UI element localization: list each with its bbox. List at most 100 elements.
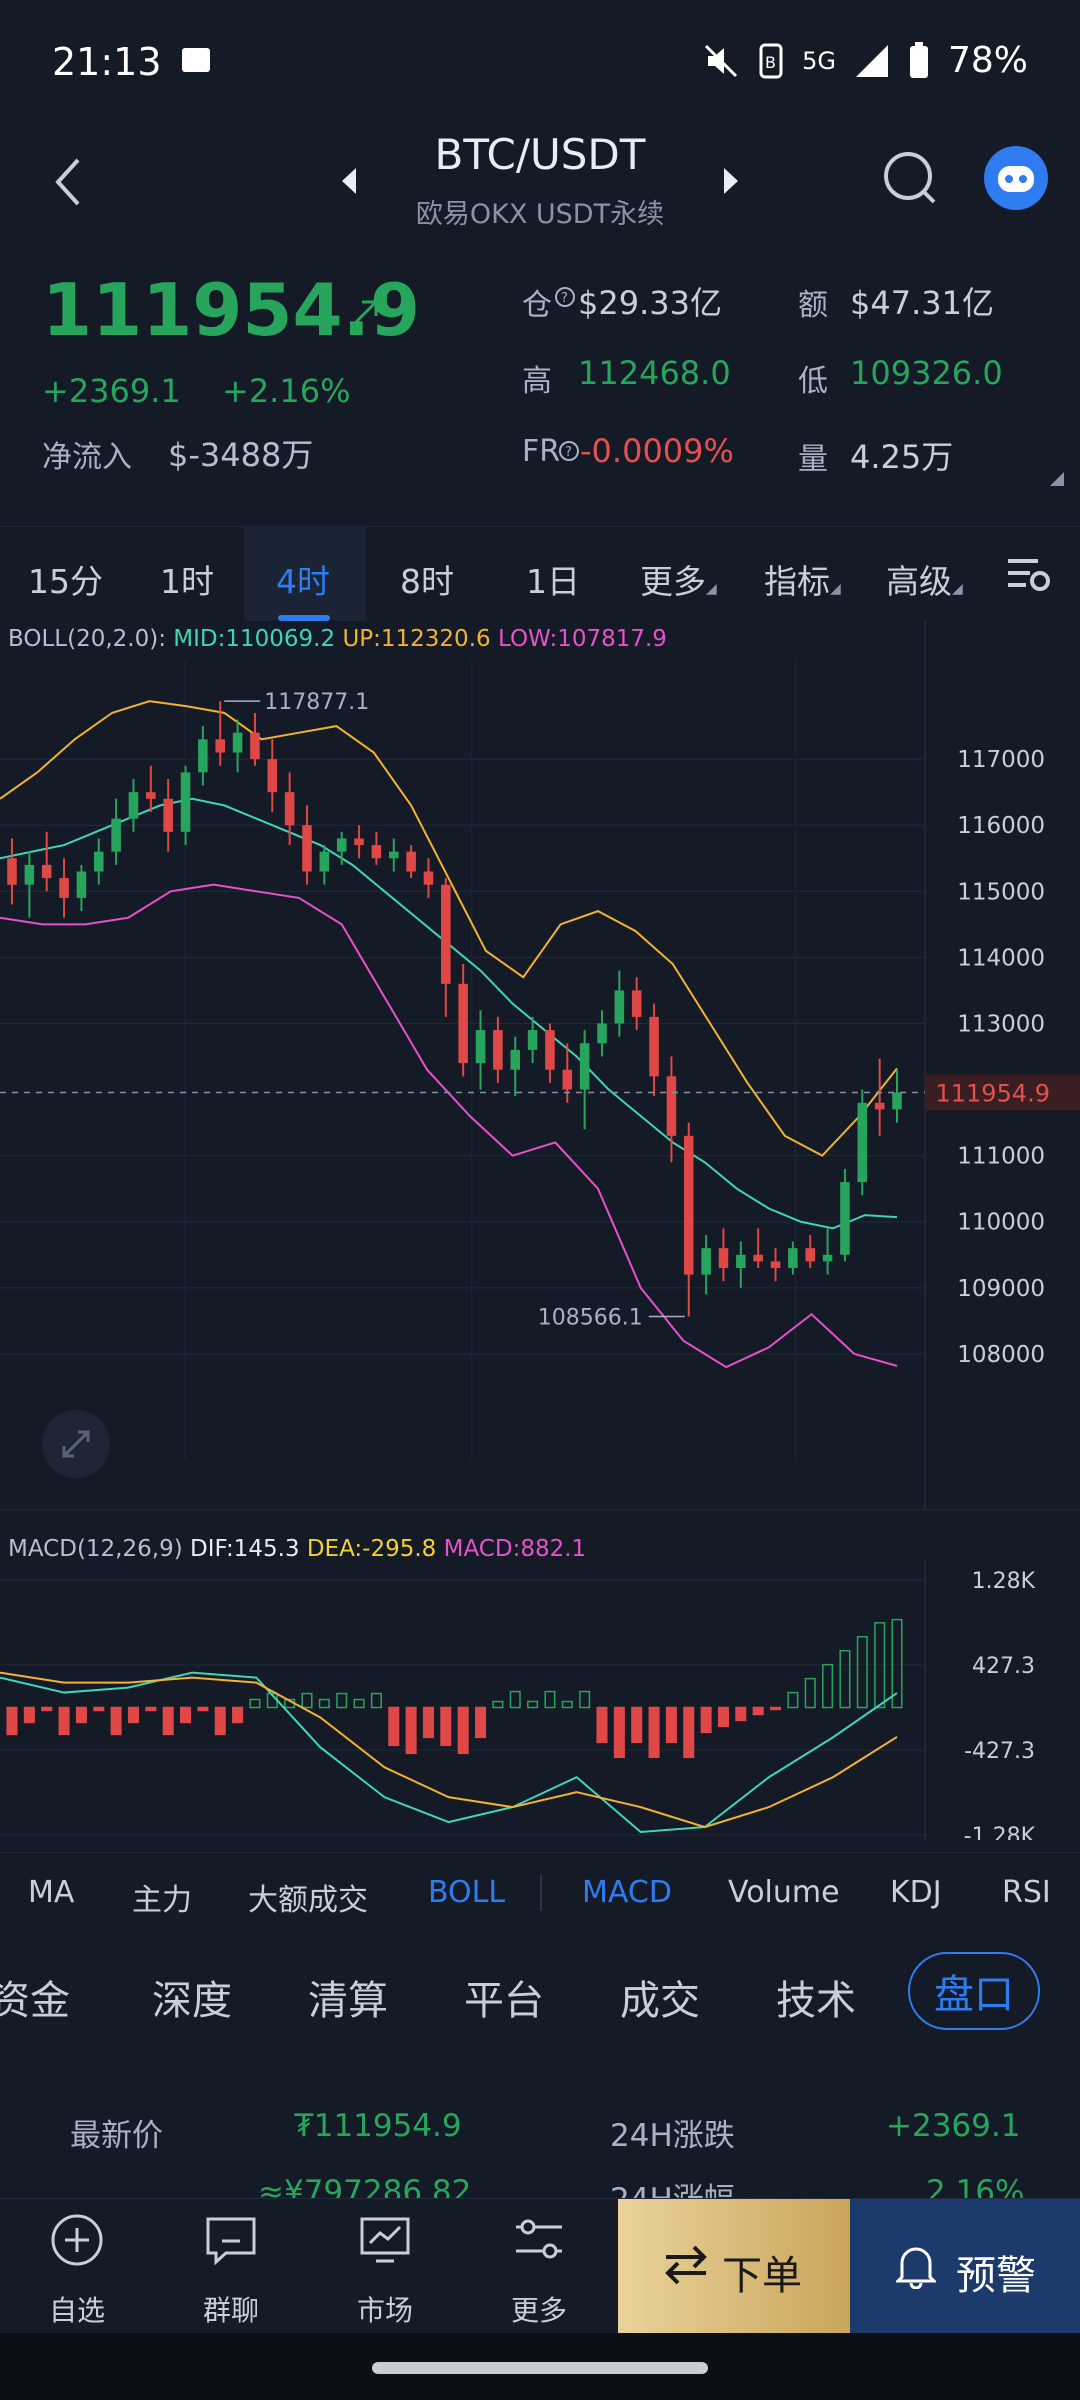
- svg-text:?: ?: [565, 445, 572, 460]
- candle-body: [614, 990, 625, 1024]
- ind-ma[interactable]: MA: [28, 1875, 75, 1910]
- expand-corner-icon[interactable]: [1050, 472, 1064, 486]
- ind-rsi[interactable]: RSI: [1002, 1875, 1051, 1910]
- ind-main-force[interactable]: 主力: [132, 1883, 192, 1918]
- candle-body: [475, 1030, 486, 1064]
- macd-histogram-bar: [197, 1706, 209, 1712]
- assistant-avatar-icon[interactable]: [984, 146, 1048, 210]
- tab-more[interactable]: 更多◢: [640, 562, 717, 601]
- price-tick-label: 115000: [957, 879, 1045, 905]
- ind-boll[interactable]: BOLL: [428, 1875, 506, 1910]
- macd-histogram-bar: [665, 1706, 677, 1744]
- indicator-tabs: MA 主力 大额成交 BOLL MACD Volume KDJ RSI: [0, 1852, 1080, 1933]
- back-arrow-icon[interactable]: [48, 152, 88, 212]
- nav-market[interactable]: 市场: [310, 2199, 460, 2334]
- home-indicator[interactable]: [372, 2362, 708, 2374]
- orderbook-panel: 最新价 ₮111954.9 24H涨跌 +2369.1 ≈¥797286.82 …: [0, 2080, 1080, 2218]
- sec-funds[interactable]: 资金: [0, 1978, 70, 2024]
- macd-histogram-bar: [6, 1706, 18, 1736]
- network-label: 5G: [802, 46, 836, 75]
- tab-1h[interactable]: 1时: [160, 562, 214, 601]
- price-alert-button[interactable]: 预警: [850, 2199, 1080, 2334]
- candle-body: [683, 1135, 694, 1275]
- pair-title[interactable]: BTC/USDT: [434, 130, 646, 179]
- macd-histogram-bar: [41, 1706, 53, 1712]
- macd-histogram-bar: [839, 1649, 851, 1709]
- price-tick-label: 109000: [957, 1276, 1045, 1302]
- candle-body: [76, 871, 87, 898]
- ticker-summary: 111954.9 +2369.1 +2.16% 净流入 $-3488万 仓 ? …: [0, 250, 1080, 500]
- search-icon[interactable]: [880, 148, 940, 208]
- ind-kdj[interactable]: KDJ: [890, 1875, 942, 1910]
- candle-body: [284, 792, 295, 826]
- macd-histogram-bar: [752, 1706, 764, 1716]
- change-percent: +2.16%: [222, 372, 351, 410]
- macd-histogram-bar: [596, 1706, 608, 1744]
- candle-body: [388, 851, 399, 859]
- macd-histogram-bar: [127, 1706, 139, 1724]
- tab-advanced-label: 高级: [886, 562, 952, 601]
- candle-body: [336, 838, 347, 852]
- sec-platform[interactable]: 平台: [464, 1978, 544, 2024]
- ind-volume[interactable]: Volume: [728, 1875, 840, 1910]
- macd-chart-svg[interactable]: 1.28K 427.3 -427.3 -1.28K: [0, 1540, 1080, 1840]
- help-icon[interactable]: ?: [558, 440, 580, 462]
- candle-body: [597, 1023, 607, 1044]
- tab-8h[interactable]: 8时: [400, 562, 454, 601]
- svg-text:?: ?: [561, 291, 568, 306]
- nav-watchlist[interactable]: 自选: [2, 2199, 152, 2334]
- candle-body: [180, 772, 191, 832]
- price-alert-label: 预警: [956, 2253, 1036, 2299]
- candlestick-chart[interactable]: BOLL(20,2.0): MID:110069.2 UP:112320.6 L…: [0, 620, 1080, 1510]
- sec-depth[interactable]: 深度: [152, 1978, 232, 2024]
- macd-histogram-bar: [613, 1706, 625, 1759]
- tab-1d[interactable]: 1日: [526, 562, 580, 601]
- candle-body: [128, 792, 139, 819]
- nav-chat[interactable]: 群聊: [156, 2199, 306, 2334]
- macd-histogram-bar: [475, 1706, 487, 1739]
- tab-15m[interactable]: 15分: [28, 562, 103, 601]
- place-order-button[interactable]: 下单: [618, 2199, 850, 2334]
- tab-4h[interactable]: 4时: [276, 562, 330, 601]
- nav-watchlist-label: 自选: [48, 2294, 105, 2327]
- header: BTC/USDT 欧易OKX USDT永续: [0, 130, 1080, 240]
- sec-liquidation[interactable]: 清算: [308, 1978, 388, 2024]
- macd-histogram-bar: [318, 1698, 330, 1709]
- macd-histogram-bar: [527, 1700, 539, 1709]
- sec-technical[interactable]: 技术: [776, 1978, 856, 2024]
- next-pair-icon[interactable]: [720, 166, 742, 196]
- candle-body: [788, 1248, 798, 1268]
- high-label: 高: [522, 364, 552, 399]
- tab-indicators[interactable]: 指标◢: [764, 562, 841, 601]
- fullscreen-button[interactable]: [42, 1410, 110, 1478]
- candle-body: [267, 759, 278, 793]
- candle-body: [354, 838, 364, 846]
- sec-orderbook[interactable]: 盘口: [908, 1952, 1040, 2030]
- macd-histogram-bar: [544, 1690, 556, 1709]
- sec-trades[interactable]: 成交: [620, 1978, 700, 2024]
- candle-body: [198, 739, 208, 773]
- last-price-label: 最新价: [70, 2118, 163, 2154]
- macd-chart[interactable]: MACD(12,26,9) DIF:145.3 DEA:-295.8 MACD:…: [0, 1536, 1080, 1840]
- trend-up-icon: [354, 300, 378, 324]
- battery-level: 78%: [947, 40, 1028, 81]
- market-chart-icon: [360, 2217, 410, 2263]
- chat-icon: [206, 2217, 256, 2266]
- tab-advanced[interactable]: 高级◢: [886, 562, 963, 601]
- netflow-label: 净流入: [42, 440, 132, 475]
- candle-body: [319, 851, 330, 872]
- candle-body: [770, 1261, 781, 1268]
- prev-pair-icon[interactable]: [338, 166, 360, 196]
- tab-more-label: 更多: [640, 562, 706, 601]
- macd-histogram-bar: [770, 1706, 782, 1711]
- price-tick-label: 113000: [957, 1011, 1045, 1037]
- help-icon[interactable]: ?: [554, 286, 576, 308]
- candle-body: [441, 884, 451, 984]
- macd-histogram-bar: [370, 1692, 382, 1709]
- chart-settings-icon[interactable]: [1004, 553, 1052, 595]
- boll-legend-low: LOW:107817.9: [497, 626, 667, 652]
- ind-large-trades[interactable]: 大额成交: [248, 1883, 368, 1918]
- nav-more[interactable]: 更多: [464, 2199, 614, 2334]
- main-chart-svg[interactable]: 117000 116000 115000 114000 113000 111000 1100…: [0, 620, 1080, 1510]
- ind-macd[interactable]: MACD: [582, 1875, 672, 1910]
